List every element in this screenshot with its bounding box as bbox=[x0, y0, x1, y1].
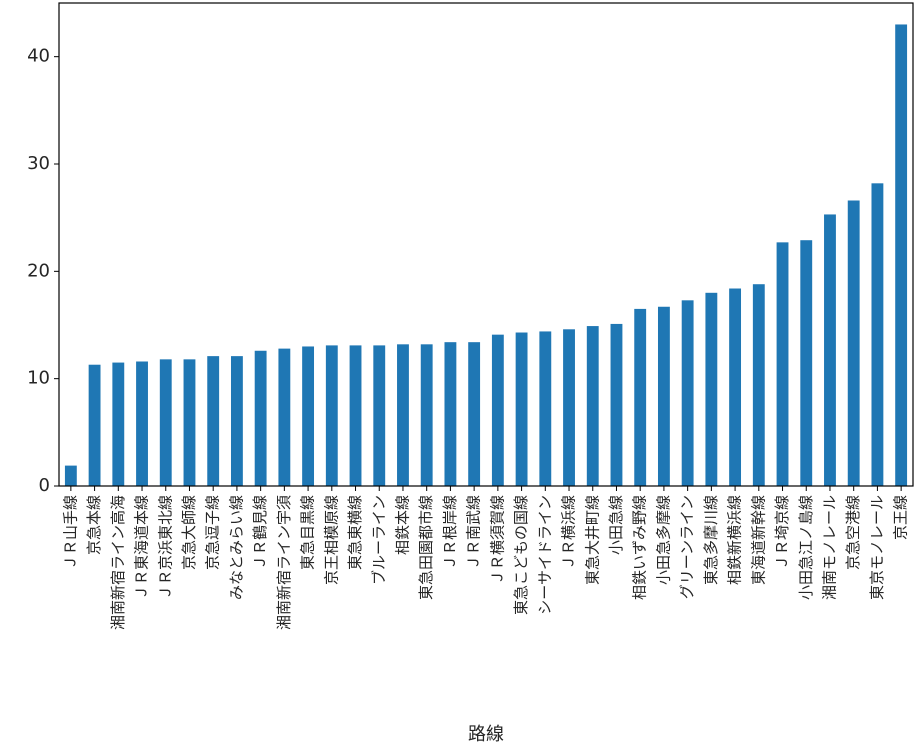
bar bbox=[373, 345, 386, 486]
x-tick-label: 湘南新宿ライン高海 bbox=[109, 495, 127, 630]
x-tick-label: みなとみらい線 bbox=[227, 495, 245, 600]
x-tick-label: 小田急多摩線 bbox=[654, 495, 672, 585]
bar bbox=[752, 284, 765, 486]
x-tick-label: ブルーライン bbox=[370, 495, 388, 585]
plot-frame bbox=[58, 2, 914, 487]
bar bbox=[254, 350, 267, 486]
x-tick-label: ＪＲ根岸線 bbox=[441, 495, 459, 570]
bar bbox=[895, 24, 908, 486]
x-tick-label: シーサイドライン bbox=[536, 495, 554, 615]
bar bbox=[657, 306, 670, 486]
x-tick-label: 湘南モノレール bbox=[820, 495, 838, 600]
x-tick-label: 東京モノレール bbox=[868, 495, 886, 600]
x-tick-label: 京急本線 bbox=[85, 495, 103, 555]
bar bbox=[159, 359, 172, 486]
bar bbox=[420, 344, 433, 486]
bar bbox=[705, 292, 718, 486]
x-tick-label: 東急東横線 bbox=[346, 495, 364, 570]
bar bbox=[515, 332, 528, 486]
bar bbox=[563, 329, 575, 486]
bar bbox=[64, 465, 77, 486]
x-tick-label: 京王相模原線 bbox=[322, 495, 340, 585]
bar bbox=[349, 345, 362, 486]
bar bbox=[539, 331, 552, 486]
bar bbox=[468, 342, 481, 486]
x-tick-label: 東急目黒線 bbox=[299, 495, 317, 570]
y-axis: 0 10 20 30 40 bbox=[27, 46, 59, 496]
x-tick-label: ＪＲ山手線 bbox=[61, 495, 79, 570]
x-tick-label: ＪＲ鶴見線 bbox=[251, 495, 269, 570]
x-tick-label: ＪＲ埼京線 bbox=[773, 495, 791, 570]
bar bbox=[207, 356, 220, 486]
x-tick-label: ＪＲ南武線 bbox=[465, 495, 483, 570]
bar bbox=[136, 361, 148, 486]
x-tick-label: 相鉄本線 bbox=[393, 495, 411, 555]
x-tick-label: 小田急線 bbox=[607, 495, 625, 555]
bar bbox=[847, 200, 860, 486]
x-tick-label: 京急逗子線 bbox=[204, 495, 222, 570]
x-tick-label: 相鉄いずみ野線 bbox=[631, 495, 649, 600]
bar bbox=[444, 342, 457, 486]
y-tick-label: 40 bbox=[27, 46, 50, 67]
x-tick-label: グリーンライン bbox=[678, 495, 696, 599]
x-tick-label: 相鉄新横浜線 bbox=[726, 495, 744, 585]
bar bbox=[800, 240, 813, 486]
bar bbox=[491, 334, 504, 486]
bar bbox=[871, 183, 884, 486]
bar bbox=[824, 214, 836, 487]
y-tick-label: 20 bbox=[27, 260, 50, 281]
bar bbox=[681, 300, 694, 486]
bar bbox=[302, 346, 315, 486]
bar bbox=[610, 323, 623, 486]
x-axis-title: 路線 bbox=[468, 724, 504, 743]
x-tick-label: ＪＲ横浜線 bbox=[560, 495, 578, 570]
x-tick-label: 東急田園都市線 bbox=[417, 495, 435, 600]
bar bbox=[634, 308, 647, 486]
bar bbox=[397, 344, 409, 486]
x-axis: ＪＲ山手線 京急本線 湘南新宿ライン高海 ＪＲ東海道本線 ＪＲ京浜東北線 京急大師線 京急逗… bbox=[61, 486, 910, 630]
bar bbox=[112, 362, 125, 486]
y-tick-label: 0 bbox=[39, 475, 50, 496]
y-tick-label: 10 bbox=[27, 368, 50, 389]
x-tick-label: 東急大井町線 bbox=[583, 495, 601, 585]
x-tick-label: 京急空港線 bbox=[844, 495, 862, 570]
x-tick-label: 東急多摩川線 bbox=[702, 495, 720, 585]
x-tick-label: 小田急江ノ島線 bbox=[797, 495, 815, 600]
bar bbox=[776, 242, 789, 486]
x-tick-label: 東海道新幹線 bbox=[749, 495, 767, 585]
x-tick-label: 京王線 bbox=[892, 495, 910, 540]
x-tick-label: 湘南新宿ライン宇須 bbox=[275, 495, 293, 630]
bar bbox=[230, 356, 243, 486]
bar bbox=[88, 364, 101, 486]
bar bbox=[729, 288, 742, 486]
x-tick-label: ＪＲ東海道本線 bbox=[133, 495, 151, 600]
bar bbox=[183, 359, 196, 486]
bars-group bbox=[64, 24, 908, 487]
bar bbox=[278, 348, 291, 486]
x-tick-label: ＪＲ京浜東北線 bbox=[156, 495, 174, 600]
x-tick-label: 京急大師線 bbox=[180, 495, 198, 570]
bar bbox=[586, 326, 599, 486]
x-tick-label: ＪＲ横須賀線 bbox=[488, 495, 506, 585]
bar bbox=[325, 345, 338, 486]
x-tick-label: 東急こどもの国線 bbox=[512, 495, 530, 615]
y-tick-label: 30 bbox=[27, 153, 50, 174]
